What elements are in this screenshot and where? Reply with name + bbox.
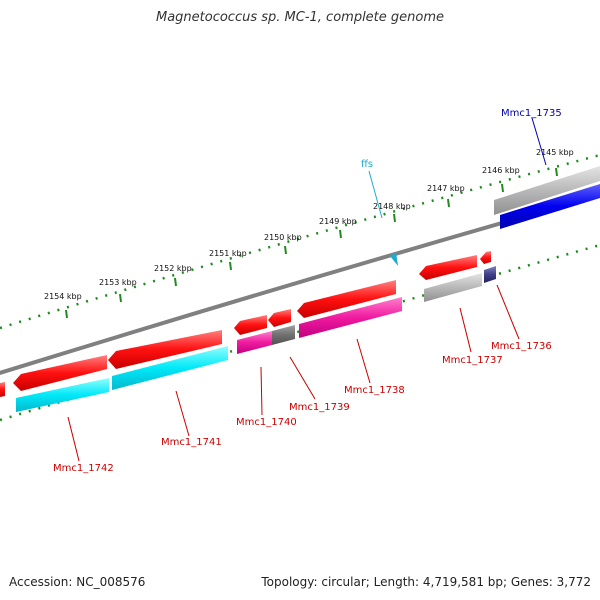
leader-mmc1-1742 [67, 416, 80, 462]
gene-label-mmc1-1738: Mmc1_1738 [344, 385, 405, 396]
gene-mmc1-1738[interactable] [297, 280, 396, 318]
gene-mmc1-1739[interactable] [268, 309, 291, 327]
gene-mmc1-1736[interactable] [480, 251, 491, 264]
gene-label-ffs: ffs [361, 159, 373, 170]
accession-text: Accession: NC_008576 [9, 575, 146, 589]
gene-label-mmc1-1737: Mmc1_1737 [442, 355, 503, 366]
gene-mmc1-1735-gray-band[interactable] [494, 166, 600, 215]
leader-mmc1-1739 [289, 356, 316, 400]
scale-label-2147: 2147 kbp [427, 184, 465, 193]
scale-label-2150: 2150 kbp [264, 233, 302, 242]
gene-mmc1-1740[interactable] [234, 315, 267, 335]
gene-label-mmc1-1735: Mmc1_1735 [501, 108, 562, 119]
gene-partial-left[interactable] [0, 382, 5, 397]
trna-ffs[interactable] [390, 252, 398, 266]
gene-label-mmc1-1741: Mmc1_1741 [161, 437, 222, 448]
gene-mmc1-1740-band[interactable] [237, 331, 272, 354]
gene-mmc1-1737-band[interactable] [424, 273, 482, 302]
major-ticks-outer [65, 167, 558, 319]
gene-mmc1-1742-band[interactable] [16, 378, 109, 412]
leader-mmc1-1736 [496, 284, 520, 340]
scale-label-2154: 2154 kbp [44, 292, 82, 301]
scale-label-2151: 2151 kbp [209, 249, 247, 258]
gene-mmc1-1736-band[interactable] [484, 266, 496, 283]
gene-label-mmc1-1740: Mmc1_1740 [236, 417, 297, 428]
topology-text: Topology: circular; Length: 4,719,581 bp… [261, 575, 591, 589]
gene-mmc1-1739-band[interactable] [272, 325, 295, 345]
gene-mmc1-1738-band[interactable] [299, 297, 402, 338]
scale-label-2153: 2153 kbp [99, 278, 137, 287]
gene-label-mmc1-1736: Mmc1_1736 [491, 341, 552, 352]
scale-label-2152: 2152 kbp [154, 264, 192, 273]
leader-ffs [368, 170, 383, 219]
leader-mmc1-1741 [175, 390, 190, 437]
gene-label-mmc1-1742: Mmc1_1742 [53, 463, 114, 474]
scale-label-2145: 2145 kbp [536, 148, 574, 157]
gene-mmc1-1741[interactable] [108, 330, 222, 369]
gene-mmc1-1735-forward[interactable] [500, 184, 600, 229]
leader-mmc1-1737 [459, 307, 472, 353]
gene-mmc1-1742[interactable] [13, 355, 107, 391]
scale-label-2149: 2149 kbp [319, 217, 357, 226]
scale-label-2148: 2148 kbp [373, 202, 411, 211]
leader-mmc1-1740 [260, 366, 263, 416]
map-title: Magnetococcus sp. MC-1, complete genome [155, 10, 445, 25]
scale-label-2146: 2146 kbp [482, 166, 520, 175]
leader-mmc1-1735 [531, 117, 547, 166]
leader-mmc1-1738 [356, 338, 371, 384]
gene-label-mmc1-1739: Mmc1_1739 [289, 402, 350, 413]
gene-mmc1-1741-band[interactable] [112, 346, 228, 390]
gene-mmc1-1737[interactable] [419, 255, 477, 280]
